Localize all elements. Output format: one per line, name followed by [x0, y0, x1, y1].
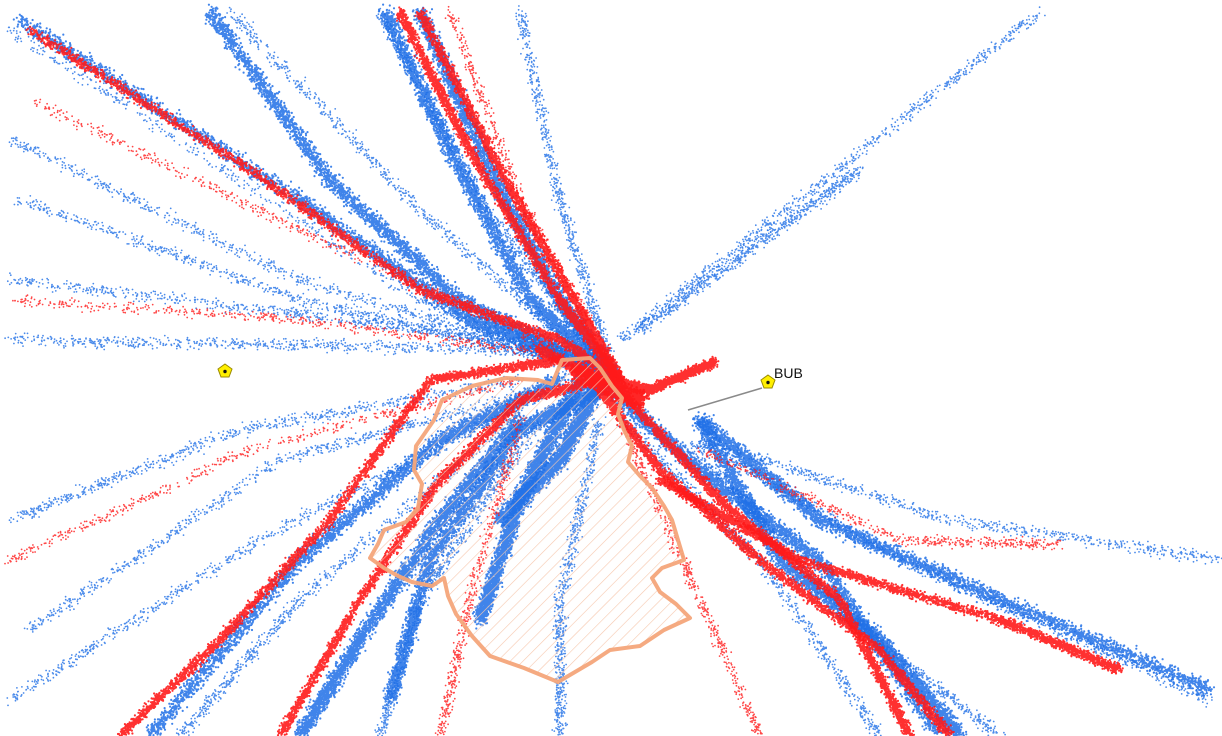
track-trail — [8, 373, 525, 524]
bub-leader-line — [687, 387, 763, 411]
track-trail — [376, 3, 618, 382]
zone-polygon[interactable] — [368, 356, 692, 684]
bub-label: BUB — [774, 365, 803, 381]
marker-west[interactable] — [217, 363, 233, 378]
track-trail — [692, 411, 1216, 697]
track-trail — [4, 332, 558, 360]
track-trail — [25, 25, 626, 385]
track-trail — [635, 166, 864, 335]
track-trail — [654, 474, 1124, 675]
marker-center-dot — [223, 369, 227, 374]
track-trail — [616, 6, 1046, 342]
track-trail — [23, 386, 543, 633]
marker-bub[interactable]: BUB — [687, 365, 803, 411]
zone-area[interactable] — [368, 356, 692, 684]
track-trail — [698, 433, 1222, 565]
track-trail — [116, 355, 564, 736]
track-trail — [697, 447, 1064, 551]
marker-center-dot — [766, 380, 770, 385]
track-trail — [414, 7, 626, 383]
track-trail — [4, 376, 523, 565]
